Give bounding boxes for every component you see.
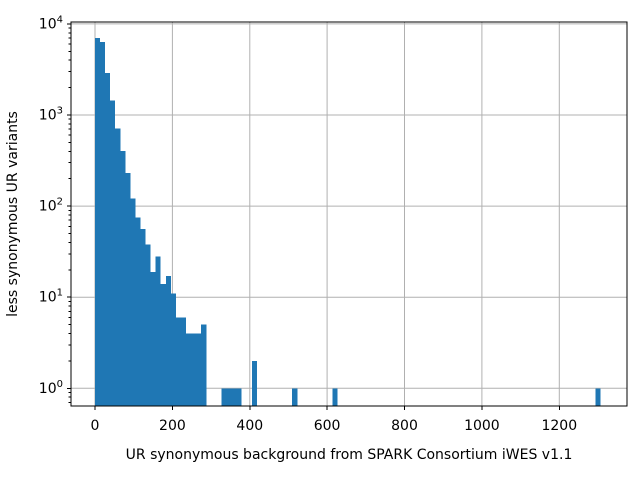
histogram-bar bbox=[110, 100, 116, 406]
histogram-bar bbox=[221, 388, 227, 406]
histogram-bar bbox=[94, 38, 101, 406]
y-axis-label: less synonymous UR variants bbox=[5, 111, 21, 317]
axis-ticks bbox=[67, 23, 560, 410]
histogram-bar bbox=[226, 388, 232, 406]
histogram-bar bbox=[155, 256, 161, 406]
x-axis-label: UR synonymous background from SPARK Cons… bbox=[126, 447, 573, 463]
x-tick-label: 1200 bbox=[541, 418, 577, 434]
histogram-bar bbox=[236, 388, 242, 406]
histogram-bar bbox=[140, 229, 146, 406]
histogram-bar bbox=[595, 388, 601, 406]
histogram-bar bbox=[292, 388, 298, 406]
histogram-bar bbox=[160, 283, 166, 406]
x-tick-label: 800 bbox=[391, 418, 418, 434]
x-tick-labels: 0 200 400 600 800 1000 1200 bbox=[91, 418, 578, 434]
x-tick-label: 200 bbox=[159, 418, 186, 434]
histogram-bar bbox=[180, 317, 187, 406]
histogram-bar bbox=[191, 333, 197, 406]
histogram-bar bbox=[165, 276, 171, 406]
histogram-bar bbox=[251, 360, 257, 406]
histogram-bar bbox=[186, 333, 192, 406]
x-tick-label: 400 bbox=[236, 418, 263, 434]
histogram-bar bbox=[175, 317, 181, 406]
x-tick-label: 1000 bbox=[464, 418, 500, 434]
histogram-bar bbox=[120, 150, 126, 406]
histogram-bars bbox=[94, 38, 601, 407]
histogram-bar bbox=[170, 293, 176, 406]
histogram-bar bbox=[135, 217, 141, 406]
histogram-bar bbox=[150, 271, 156, 406]
histogram-bar bbox=[196, 333, 202, 406]
axes-frame bbox=[70, 21, 628, 407]
histogram-bar bbox=[105, 72, 111, 406]
x-tick-label: 600 bbox=[314, 418, 341, 434]
histogram-bar bbox=[145, 244, 151, 406]
x-tick-label: 0 bbox=[91, 418, 100, 434]
histogram-bar bbox=[201, 324, 207, 406]
histogram-bar bbox=[332, 388, 338, 406]
histogram-bar bbox=[231, 388, 237, 406]
histogram-bar bbox=[115, 128, 121, 406]
histogram-bar bbox=[125, 173, 131, 406]
histogram-bar bbox=[130, 198, 136, 406]
histogram-bar bbox=[100, 42, 106, 407]
